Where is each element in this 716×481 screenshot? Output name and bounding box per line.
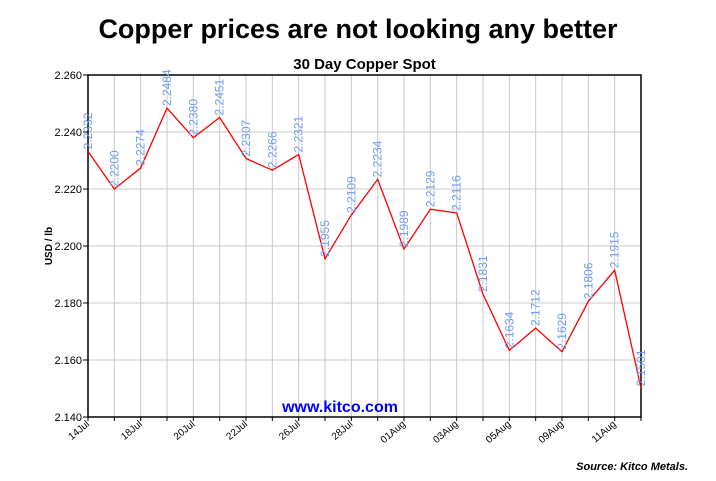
y-axis-label: USD / lb [44, 227, 55, 265]
data-label: 2.2234 [371, 140, 385, 177]
data-label: 2.1955 [318, 220, 332, 257]
data-label: 2.1629 [555, 313, 569, 350]
watermark: www.kitco.com [281, 399, 398, 416]
data-label: 2.2116 [450, 175, 464, 211]
x-tick-label: 28Jul [330, 419, 355, 443]
x-tick-label: 22Jul [225, 419, 250, 443]
x-tick-label: 26Jul [277, 419, 302, 443]
y-tick-label: 2.220 [54, 184, 82, 196]
data-label: 2.1501 [634, 349, 648, 386]
x-tick-label: 05Aug [484, 419, 513, 446]
source-note: Source: Kitco Metals. [576, 461, 688, 473]
chart-title: 30 Day Copper Spot [293, 56, 436, 73]
plot-frame [87, 74, 642, 418]
data-label: 2.2332 [81, 112, 95, 149]
y-tick-label: 2.160 [54, 355, 82, 367]
data-label: 2.2380 [186, 99, 200, 136]
data-label: 2.2266 [265, 131, 279, 168]
data-label: 2.1989 [397, 210, 411, 247]
data-label: 2.1915 [608, 231, 622, 268]
price-line [87, 106, 642, 389]
data-label: 2.1806 [581, 262, 595, 299]
x-tick-label: 09Aug [537, 419, 566, 446]
x-tick-label: 01Aug [379, 419, 408, 446]
y-tick-label: 2.140 [54, 412, 82, 424]
x-tick-label: 11Aug [590, 419, 619, 446]
data-label: 2.2274 [134, 129, 148, 166]
data-label: 2.2109 [344, 176, 358, 213]
data-label: 2.1634 [502, 311, 516, 348]
data-label: 2.2451 [213, 78, 227, 115]
data-label: 2.2307 [239, 119, 253, 156]
data-label: 2.2200 [107, 150, 121, 187]
y-tick-label: 2.180 [54, 298, 82, 310]
data-label: 2.2321 [292, 115, 306, 152]
data-label: 2.1831 [476, 255, 490, 292]
x-tick-label: 20Jul [172, 419, 197, 443]
data-label: 2.1712 [529, 289, 543, 326]
y-tick-label: 2.200 [54, 241, 82, 253]
y-tick-label: 2.240 [54, 127, 82, 139]
y-tick-label: 2.260 [54, 70, 82, 82]
headline: Copper prices are not looking any better [98, 14, 618, 44]
data-label: 2.2129 [423, 170, 437, 207]
x-tick-label: 03Aug [431, 419, 460, 446]
data-label: 2.2484 [160, 69, 174, 106]
x-tick-label: 18Jul [119, 419, 144, 443]
